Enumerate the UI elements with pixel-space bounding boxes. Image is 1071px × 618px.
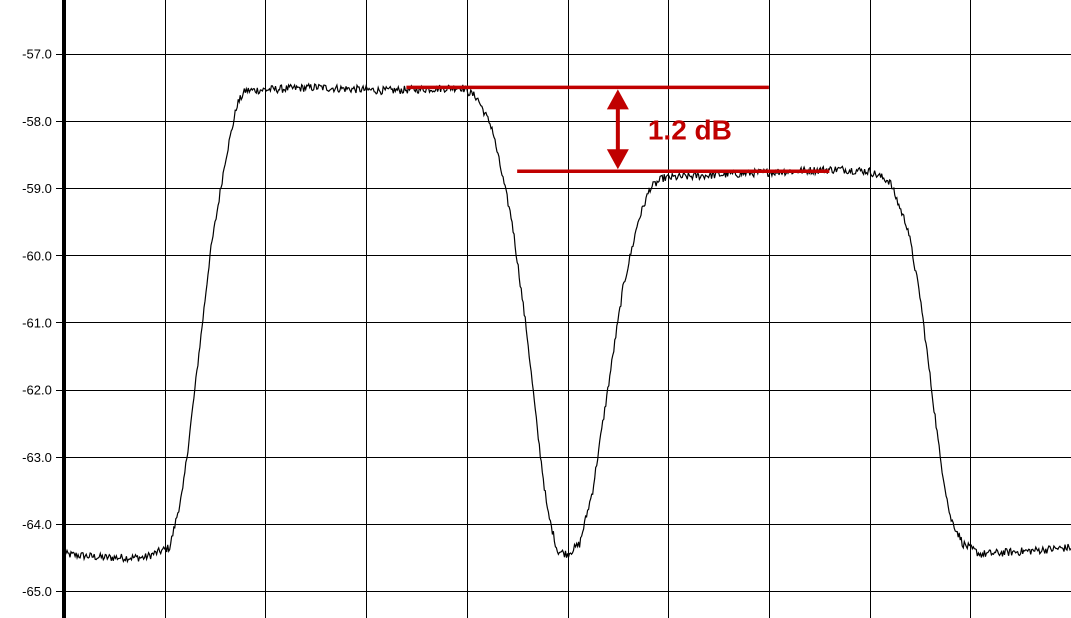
y-tick-label: -57.0: [22, 47, 52, 62]
y-tick-label: -62.0: [22, 383, 52, 398]
y-tick-label: -61.0: [22, 315, 52, 330]
y-tick-label: -59.0: [22, 181, 52, 196]
y-axis-tick-labels: -57.0 -58.0 -59.0 -60.0 -61.0 -62.0 -63.0 -64.0…: [22, 47, 52, 599]
y-tick-label: -58.0: [22, 114, 52, 129]
arrow-head-down: [606, 149, 629, 170]
y-tick-label: -64.0: [22, 517, 52, 532]
level-difference-annotation: [406, 85, 830, 174]
y-tick-label: -63.0: [22, 450, 52, 465]
trace-group: [63, 82, 1071, 564]
y-tick-label: -60.0: [22, 248, 52, 263]
y-tick-label: -65.0: [22, 584, 52, 599]
arrow-head-up: [606, 89, 629, 110]
grid: [56, 0, 1071, 618]
spectrum-trace: [63, 82, 1071, 564]
annotation-label: 1.2 dB: [648, 114, 732, 145]
